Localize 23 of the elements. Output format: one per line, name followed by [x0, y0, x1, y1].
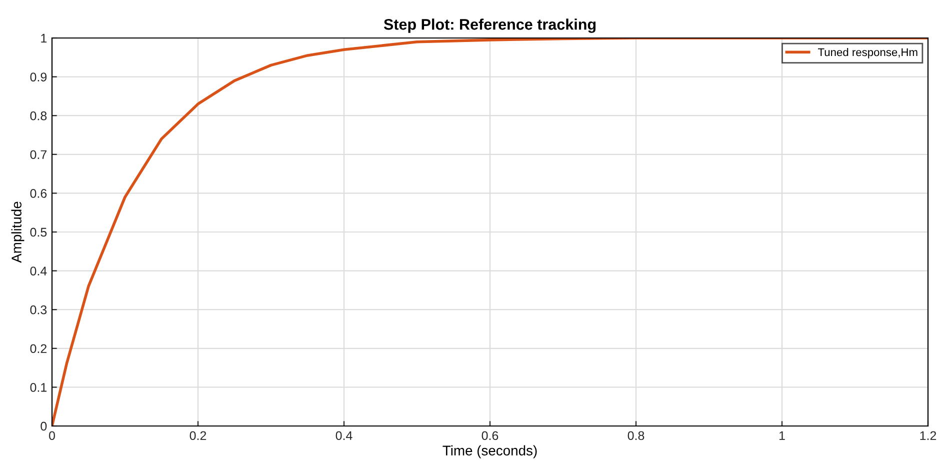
- x-tick-label: 0.6: [482, 431, 498, 440]
- x-axis-title: Time (seconds): [442, 445, 537, 458]
- legend-label: Tuned response,Hm: [818, 48, 918, 58]
- y-tick-label: 0.5: [30, 228, 47, 237]
- y-tick-label: 0.8: [30, 111, 47, 120]
- x-tick-label: 0.8: [628, 431, 644, 440]
- y-tick-label: 0.4: [30, 266, 47, 276]
- y-tick-label: 1: [41, 34, 47, 43]
- y-tick-label: 0.2: [30, 344, 47, 354]
- x-tick-label: 1.2: [920, 431, 936, 440]
- x-tick-label: 0.2: [190, 431, 206, 440]
- y-tick-label: 0.1: [30, 383, 47, 392]
- x-tick-label: 0.4: [336, 431, 352, 440]
- y-tick-label: 0.7: [30, 150, 47, 160]
- y-axis-title: Amplitude: [11, 202, 24, 263]
- y-tick-label: 0.9: [30, 72, 47, 82]
- y-tick-label: 0.6: [30, 189, 47, 198]
- y-tick-label: 0.3: [30, 305, 47, 314]
- x-tick-label: 1: [779, 431, 785, 440]
- line-series: [52, 38, 928, 426]
- chart-title: Step Plot: Reference tracking: [384, 18, 596, 33]
- y-tick-label: 0: [40, 422, 47, 431]
- x-tick-label: 0: [49, 431, 55, 440]
